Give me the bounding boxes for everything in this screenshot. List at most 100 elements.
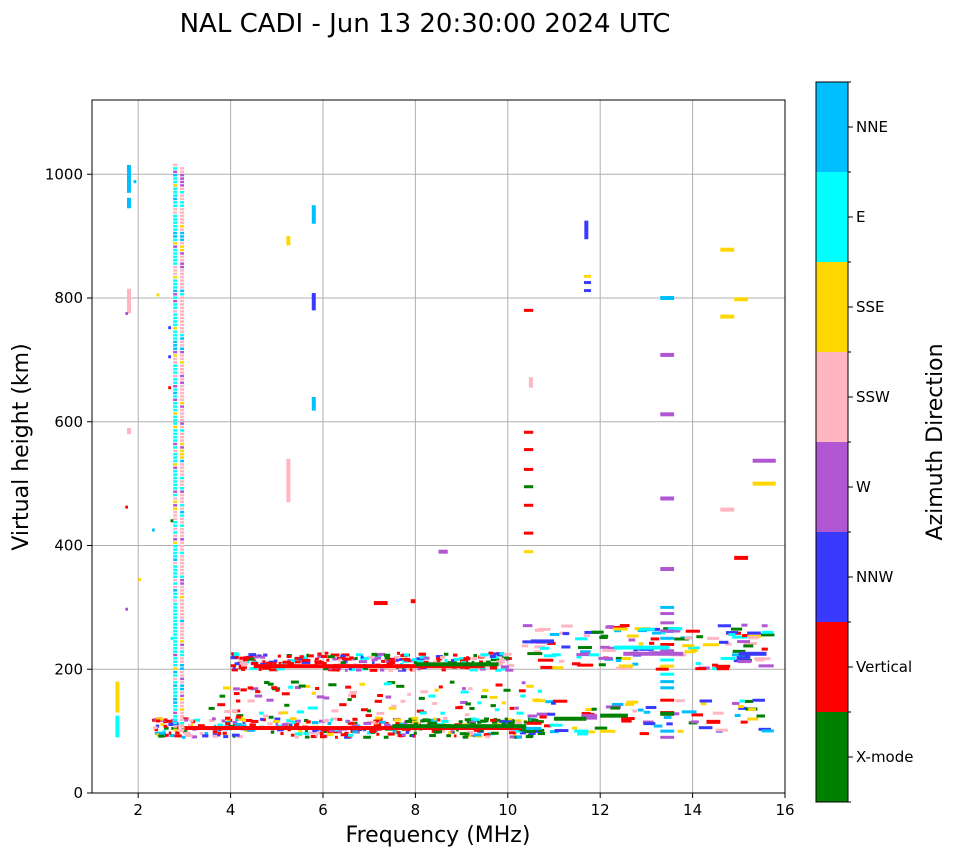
echo-mark: [235, 699, 241, 703]
echo-column-mark: [180, 221, 185, 225]
echo-column-mark: [173, 602, 178, 606]
echo-mark: [276, 667, 285, 671]
echo-mark: [388, 668, 394, 672]
echo-column-mark: [180, 214, 185, 218]
echo-mark: [738, 705, 744, 709]
echo-column-mark: [180, 313, 185, 316]
echo-mark: [288, 685, 293, 689]
echo-mark: [521, 681, 526, 685]
echo-mark: [331, 709, 339, 713]
echo-mark: [524, 729, 536, 733]
echo-mark: [401, 733, 406, 737]
echo-column-mark: [180, 708, 185, 711]
echo-column-mark: [173, 364, 178, 367]
echo-column-mark: [180, 459, 185, 463]
echo-mark: [231, 652, 234, 656]
echo-mark: [347, 698, 352, 702]
echo-column-mark: [173, 405, 178, 408]
echo-column-mark: [180, 677, 185, 681]
echo-mark: [306, 720, 311, 724]
echo-column-mark: [180, 456, 185, 459]
echo-column-mark: [180, 466, 185, 470]
echo-column-mark: [180, 350, 185, 354]
echo-mark: [168, 386, 172, 390]
echo-mark: [464, 713, 470, 717]
echo-column-mark: [173, 476, 178, 480]
echo-mark: [645, 705, 657, 709]
echo-column-mark: [180, 565, 185, 568]
echo-column-mark: [180, 306, 185, 310]
echo-mark: [316, 695, 325, 699]
echo-mark: [328, 667, 333, 671]
echo-mark: [469, 706, 475, 710]
echo-mark: [306, 654, 314, 658]
echo-column-mark: [180, 660, 185, 664]
echo-mark: [491, 720, 498, 724]
echo-mark: [580, 650, 591, 654]
echo-column-mark: [173, 510, 178, 514]
echo-mark: [577, 646, 592, 650]
echo-column-mark: [173, 606, 178, 609]
echo-mark: [413, 722, 418, 726]
echo-column-mark: [180, 548, 185, 551]
echo-mark: [660, 412, 675, 417]
echo-column-mark: [180, 572, 185, 575]
echo-mark: [125, 311, 129, 315]
echo-column-mark: [173, 269, 178, 272]
echo-column-mark: [173, 521, 178, 524]
echo-mark: [260, 655, 266, 659]
echo-column: [311, 205, 316, 224]
echo-mark: [249, 723, 256, 727]
echo-mark: [152, 726, 158, 730]
echo-column-mark: [180, 575, 185, 578]
echo-mark: [168, 731, 172, 735]
echo-mark: [306, 653, 309, 657]
echo-mark: [643, 722, 656, 726]
echo-mark: [191, 735, 198, 739]
echo-mark: [688, 646, 700, 650]
echo-mark: [650, 637, 660, 641]
echo-mark: [507, 721, 515, 725]
echo-column-mark: [180, 187, 185, 191]
echo-mark: [383, 682, 392, 686]
echo-column-mark: [180, 653, 185, 657]
echo-mark: [632, 662, 639, 666]
echo-mark: [235, 715, 242, 719]
echo-mark: [374, 656, 382, 660]
echo-mark: [232, 720, 238, 724]
echo-mark: [588, 730, 596, 734]
echo-mark: [263, 714, 269, 718]
echo-column-mark: [180, 412, 185, 415]
echo-mark: [533, 650, 541, 654]
echo-mark: [443, 652, 449, 656]
echo-mark: [352, 657, 356, 661]
echo-column-mark: [180, 173, 185, 177]
echo-column-mark: [173, 354, 178, 357]
echo-column-mark: [173, 687, 178, 691]
echo-column-mark: [173, 582, 178, 585]
echo-mark: [690, 720, 699, 724]
echo-column-mark: [180, 681, 185, 684]
echo-mark: [731, 701, 740, 705]
echo-column: [311, 293, 316, 311]
echo-column-mark: [173, 691, 178, 694]
echo-mark: [349, 668, 356, 672]
echo-mark: [489, 695, 498, 699]
echo-column-mark: [173, 640, 178, 643]
echo-mark: [615, 659, 622, 663]
echo-mark: [610, 706, 621, 710]
echo-mark: [696, 635, 704, 639]
echo-mark: [660, 605, 675, 609]
echo-mark: [230, 656, 239, 660]
echo-mark: [501, 722, 507, 726]
echo-mark: [363, 721, 372, 725]
echo-mark: [747, 631, 761, 635]
echo-mark: [591, 707, 597, 711]
echo-mark: [356, 653, 363, 657]
echo-column-mark: [180, 310, 185, 313]
echo-column: [286, 236, 291, 246]
echo-column-mark: [173, 694, 178, 698]
echo-column-mark: [180, 235, 185, 238]
echo-mark: [298, 684, 306, 688]
echo-column-mark: [180, 265, 185, 269]
